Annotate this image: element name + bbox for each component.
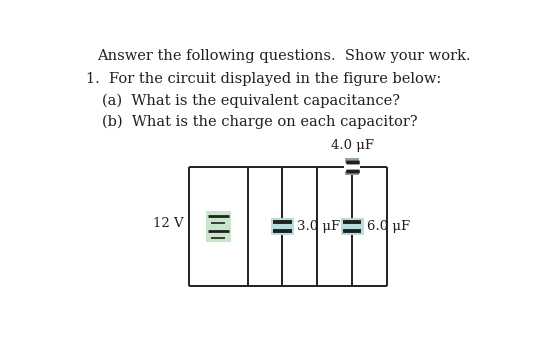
Text: (a)  What is the equivalent capacitance?: (a) What is the equivalent capacitance? <box>102 94 400 108</box>
Text: 4.0 μF: 4.0 μF <box>331 139 373 152</box>
Text: 1.  For the circuit displayed in the figure below:: 1. For the circuit displayed in the figu… <box>86 72 442 86</box>
Text: Answer the following questions.  Show your work.: Answer the following questions. Show you… <box>97 49 471 63</box>
Text: (b)  What is the charge on each capacitor?: (b) What is the charge on each capacitor… <box>102 115 417 130</box>
Bar <box>206 211 231 242</box>
Text: 12 V: 12 V <box>153 217 184 230</box>
Text: 6.0 μF: 6.0 μF <box>367 220 410 233</box>
Bar <box>345 158 359 175</box>
Text: 3.0 μF: 3.0 μF <box>297 220 340 233</box>
Bar <box>341 218 364 235</box>
Bar <box>271 218 294 235</box>
